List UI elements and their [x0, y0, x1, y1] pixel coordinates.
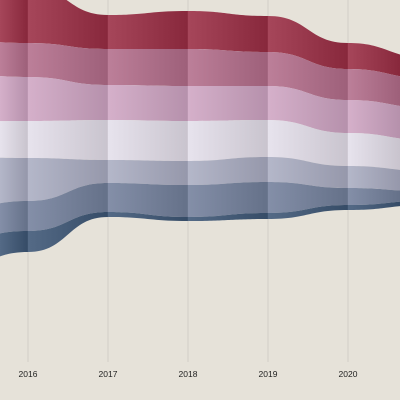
stream-band-5	[0, 75, 400, 139]
stream-layers	[0, 0, 400, 257]
stream-band-3	[0, 157, 400, 204]
x-axis: 2016 2017 2018 2019 2020	[19, 369, 358, 379]
stream-band-6	[0, 42, 400, 106]
x-tick-label-2019: 2019	[259, 369, 278, 379]
stream-band-4	[0, 120, 400, 170]
x-tick-label-2020: 2020	[339, 369, 358, 379]
stream-band-2	[0, 182, 400, 234]
x-tick-label-2017: 2017	[99, 369, 118, 379]
x-tick-label-2018: 2018	[179, 369, 198, 379]
x-tick-label-2016: 2016	[19, 369, 38, 379]
stream-band-1	[0, 201, 400, 257]
stream-band-7	[0, 0, 400, 77]
